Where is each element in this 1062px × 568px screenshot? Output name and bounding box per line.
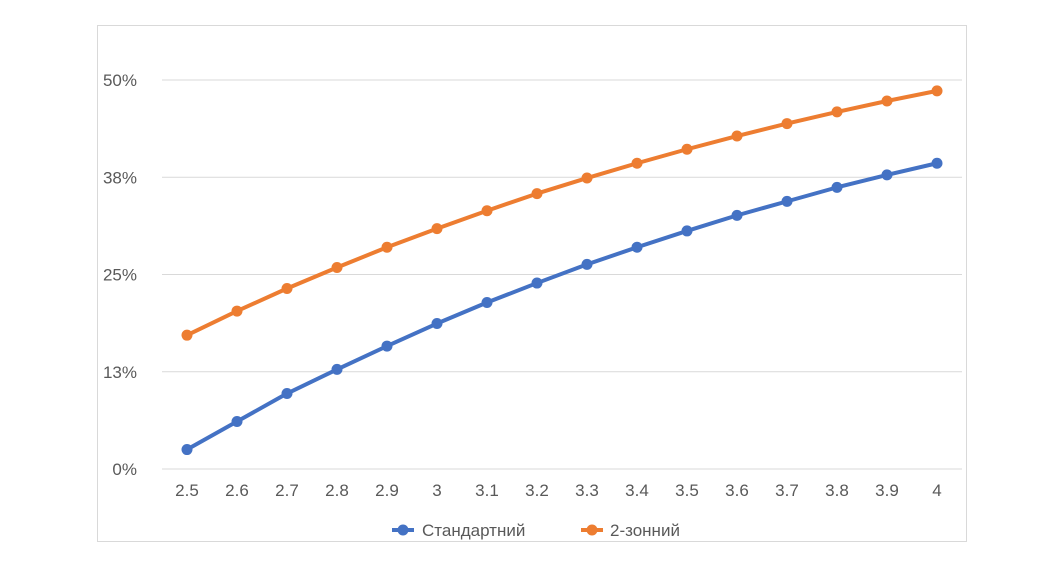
legend-label-1: 2-зонний	[610, 521, 680, 540]
legend-marker-0	[397, 524, 409, 536]
x-tick-label: 4	[932, 481, 941, 500]
data-point	[231, 305, 243, 317]
data-point	[831, 106, 843, 118]
y-tick-label: 38%	[103, 168, 137, 187]
x-tick-label: 3.2	[525, 481, 549, 500]
series-line-0	[185, 161, 939, 452]
x-tick-label: 3.5	[675, 481, 699, 500]
data-point	[681, 143, 693, 155]
x-tick-label: 3.6	[725, 481, 749, 500]
data-point	[581, 258, 593, 270]
data-point	[831, 181, 843, 193]
x-tick-label: 3	[432, 481, 441, 500]
data-point	[731, 209, 743, 221]
data-point	[881, 169, 893, 181]
y-tick-label: 50%	[103, 71, 137, 90]
x-tick-label: 2.8	[325, 481, 349, 500]
data-point	[631, 241, 643, 253]
data-point	[781, 195, 793, 207]
series-line-1	[185, 88, 939, 338]
data-point	[381, 340, 393, 352]
data-point	[931, 85, 943, 97]
x-tick-label: 3.8	[825, 481, 849, 500]
data-point	[581, 172, 593, 184]
data-point	[481, 205, 493, 217]
data-point	[731, 130, 743, 142]
x-tick-label: 3.1	[475, 481, 499, 500]
x-tick-label: 3.9	[875, 481, 899, 500]
data-point	[431, 223, 443, 235]
data-point	[931, 157, 943, 169]
data-point	[281, 283, 293, 295]
data-point	[481, 297, 493, 309]
data-point	[881, 95, 893, 107]
x-tick-label: 2.6	[225, 481, 249, 500]
data-point	[631, 157, 643, 169]
data-point	[531, 188, 543, 200]
x-tick-label: 3.3	[575, 481, 599, 500]
x-tick-label: 3.4	[625, 481, 649, 500]
data-point	[231, 416, 243, 428]
data-point	[531, 277, 543, 289]
legend-marker-1	[586, 524, 598, 536]
data-point	[331, 261, 343, 273]
x-tick-label: 3.7	[775, 481, 799, 500]
data-point	[781, 118, 793, 130]
y-tick-label: 13%	[103, 363, 137, 382]
legend-label-0: Стандартний	[422, 521, 525, 540]
data-point	[181, 329, 193, 341]
x-tick-label: 2.9	[375, 481, 399, 500]
y-tick-label: 0%	[112, 460, 137, 479]
x-tick-label: 2.5	[175, 481, 199, 500]
data-point	[431, 318, 443, 330]
data-point	[331, 363, 343, 375]
data-point	[381, 241, 393, 253]
x-tick-label: 2.7	[275, 481, 299, 500]
y-tick-label: 25%	[103, 266, 137, 285]
data-point	[681, 225, 693, 237]
data-point	[281, 388, 293, 400]
data-point	[181, 444, 193, 456]
